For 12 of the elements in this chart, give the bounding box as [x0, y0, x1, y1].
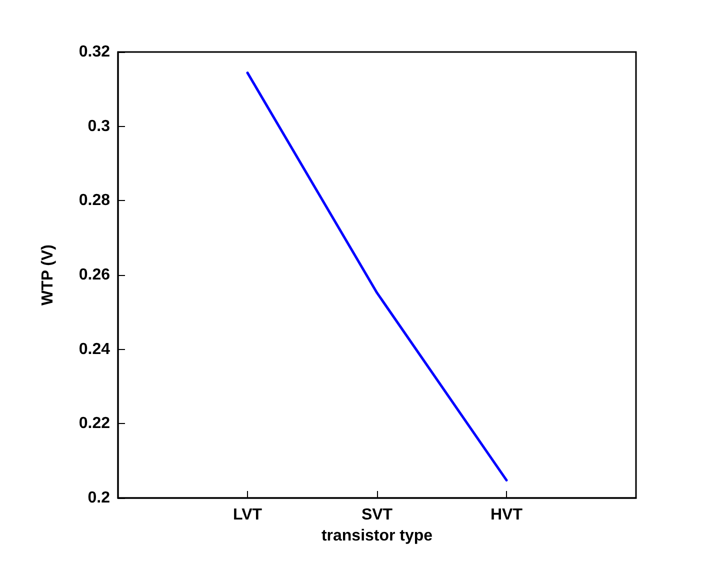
y-axis-title: WTP (V) — [40, 244, 56, 306]
y-tick-label: 0.3 — [88, 118, 110, 135]
x-axis-title: transistor type — [321, 527, 433, 544]
x-tick-label: LVT — [232, 506, 262, 524]
x-tick-label: SVT — [361, 506, 393, 524]
y-tick-label: 0.26 — [78, 266, 110, 284]
y-tick-label: 0.22 — [78, 415, 110, 432]
y-tick-label: 0.28 — [78, 192, 110, 210]
y-tick-label: 0.2 — [88, 490, 110, 506]
x-tick-label: HVT — [490, 506, 523, 524]
y-tick-label: 0.32 — [78, 44, 110, 60]
y-tick-label: 0.24 — [78, 340, 110, 358]
